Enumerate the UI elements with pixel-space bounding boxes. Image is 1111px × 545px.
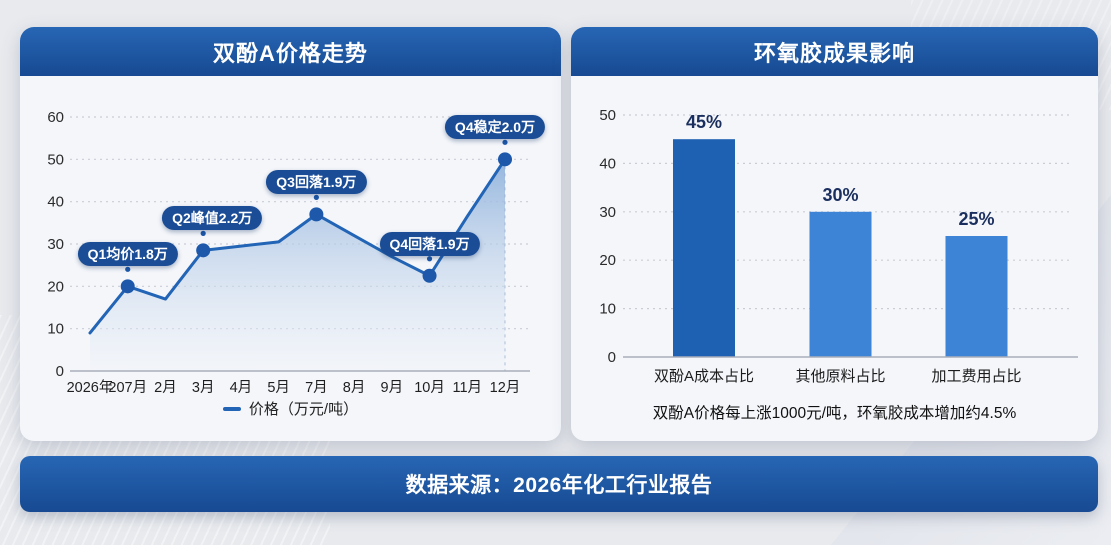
x-tick-label: 4月 bbox=[230, 380, 253, 396]
data-point-marker bbox=[498, 152, 512, 167]
y-tick-label: 30 bbox=[47, 236, 64, 253]
y-tick-label: 10 bbox=[599, 301, 616, 318]
legend: 价格（万元/吨） bbox=[20, 398, 561, 419]
y-tick-label: 40 bbox=[47, 194, 64, 211]
x-tick-label: 3月 bbox=[192, 380, 215, 396]
price-area bbox=[90, 159, 505, 371]
cost-impact-plot: 45% 双酚A成本占比 30% 其他原料占比 25% 加工费用占比 0 10 20 30 40 50 bbox=[599, 107, 1078, 385]
legend-label: 价格（万元/吨） bbox=[248, 401, 359, 418]
bar-category-label: 加工费用占比 bbox=[931, 368, 1021, 385]
price-trend-card: 双酚A价格走势 0 10 20 30 40 50 60 2026年 207月 2月 3月 4月 5月 7月… bbox=[20, 27, 561, 441]
price-trend-chart: 0 10 20 30 40 50 60 2026年 207月 2月 3月 4月 5月 7月 8月 9月 10月 1… bbox=[20, 76, 561, 441]
price-trend-title: 双酚A价格走势 bbox=[20, 27, 561, 76]
x-tick-label: 8月 bbox=[343, 380, 366, 396]
x-tick-label: 10月 bbox=[414, 380, 445, 396]
legend-line-swatch bbox=[222, 406, 241, 411]
bar-category-label: 其他原料占比 bbox=[795, 368, 885, 385]
y-tick-label: 50 bbox=[599, 107, 616, 124]
source-banner: 数据来源：2026年化工行业报告 bbox=[20, 456, 1098, 512]
y-tick-label: 0 bbox=[56, 363, 64, 380]
annotation-leader-dot bbox=[502, 139, 508, 145]
bar bbox=[945, 236, 1008, 357]
cost-impact-card: 环氧胶成果影响 45% 双酚A成本占比 30% 其他原料占比 25% 加工费用占比 0 10 2… bbox=[571, 27, 1098, 441]
bar-value-label: 30% bbox=[822, 185, 858, 205]
bar-value-label: 25% bbox=[958, 209, 994, 229]
bar-value-label: 45% bbox=[686, 112, 722, 132]
x-tick-label: 7月 bbox=[305, 380, 328, 396]
y-tick-label: 40 bbox=[599, 155, 616, 172]
y-tick-label: 20 bbox=[599, 252, 616, 269]
data-point-marker bbox=[120, 279, 135, 294]
x-tick-label: 12月 bbox=[490, 380, 521, 396]
x-tick-label: 2026年 bbox=[67, 379, 114, 396]
price-line bbox=[88, 157, 507, 335]
y-tick-label: 20 bbox=[47, 278, 64, 295]
y-tick-label: 50 bbox=[47, 151, 64, 168]
x-tick-label: 11月 bbox=[452, 380, 482, 396]
bar bbox=[673, 139, 735, 357]
x-tick-label: 5月 bbox=[267, 380, 290, 396]
bar bbox=[809, 211, 872, 357]
data-point-marker bbox=[309, 207, 324, 222]
y-tick-label: 10 bbox=[47, 321, 64, 338]
data-point-marker bbox=[196, 243, 211, 258]
annotation-leader-dot bbox=[426, 256, 433, 262]
annotation-leader-dot bbox=[313, 194, 319, 200]
y-tick-label: 60 bbox=[47, 109, 64, 126]
x-tick-label: 9月 bbox=[381, 380, 404, 396]
cost-impact-caption: 双酚A价格每上涨1000元/吨，环氧胶成本增加约4.5% bbox=[652, 405, 1017, 422]
cost-impact-title: 环氧胶成果影响 bbox=[571, 27, 1098, 76]
bar-category-label: 双酚A成本占比 bbox=[654, 368, 754, 385]
x-tick-label: 207月 bbox=[108, 380, 147, 396]
data-point-marker bbox=[422, 268, 437, 283]
y-tick-label: 0 bbox=[608, 349, 616, 366]
annotation-leader-dot bbox=[125, 266, 131, 272]
x-tick-label: 2月 bbox=[154, 380, 177, 396]
cost-impact-chart: 45% 双酚A成本占比 30% 其他原料占比 25% 加工费用占比 0 10 20 30 40 50 … bbox=[571, 76, 1098, 441]
y-tick-label: 30 bbox=[599, 204, 616, 221]
annotation-leader-dot bbox=[200, 230, 206, 236]
